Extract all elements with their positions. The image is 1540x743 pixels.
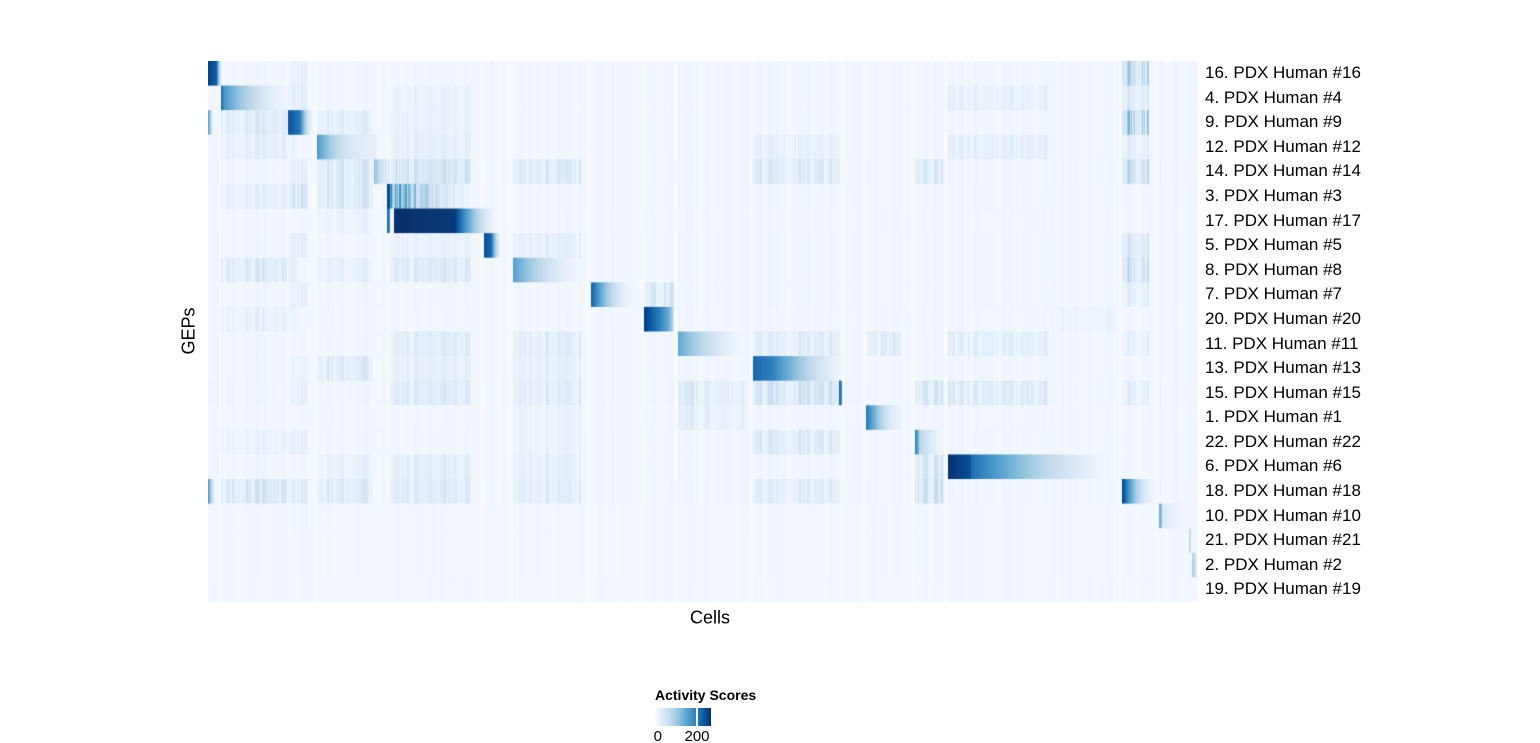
row-label: 5. PDX Human #5 xyxy=(1205,235,1343,255)
row-label: 18. PDX Human #18 xyxy=(1205,481,1361,501)
colorbar-legend: Activity Scores 0 200 xyxy=(653,687,795,743)
colorbar-tick-0: 0 xyxy=(653,728,662,743)
row-label: 10. PDX Human #10 xyxy=(1205,505,1361,525)
row-label: 12. PDX Human #12 xyxy=(1205,136,1361,156)
x-axis-label: Cells xyxy=(689,607,731,628)
row-label: 21. PDX Human #21 xyxy=(1205,530,1361,550)
colorbar-tick-labels: 0 200 xyxy=(653,728,795,743)
row-label: 6. PDX Human #6 xyxy=(1205,456,1343,476)
y-axis-label: GEPs xyxy=(178,307,199,355)
row-label: 20. PDX Human #20 xyxy=(1205,308,1361,328)
row-label: 3. PDX Human #3 xyxy=(1205,185,1343,205)
row-label: 14. PDX Human #14 xyxy=(1205,161,1361,181)
row-label: 7. PDX Human #7 xyxy=(1205,284,1343,304)
colorbar-tick-mark xyxy=(696,708,698,726)
colorbar-gradient xyxy=(655,708,711,726)
row-label: 13. PDX Human #13 xyxy=(1205,358,1361,378)
row-label: 2. PDX Human #2 xyxy=(1205,554,1343,574)
row-label: 4. PDX Human #4 xyxy=(1205,87,1343,107)
heatmap-canvas xyxy=(208,61,1198,602)
row-label: 8. PDX Human #8 xyxy=(1205,259,1343,279)
row-label: 22. PDX Human #22 xyxy=(1205,431,1361,451)
row-label: 11. PDX Human #11 xyxy=(1205,333,1359,353)
row-label: 9. PDX Human #9 xyxy=(1205,112,1343,132)
row-label: 17. PDX Human #17 xyxy=(1205,210,1361,230)
row-label: 15. PDX Human #15 xyxy=(1205,382,1361,402)
colorbar-tick-200: 200 xyxy=(684,728,710,743)
row-label: 19. PDX Human #19 xyxy=(1205,579,1361,599)
colorbar-title: Activity Scores xyxy=(655,687,757,703)
row-label: 16. PDX Human #16 xyxy=(1205,63,1361,82)
row-label: 1. PDX Human #1 xyxy=(1205,407,1343,427)
